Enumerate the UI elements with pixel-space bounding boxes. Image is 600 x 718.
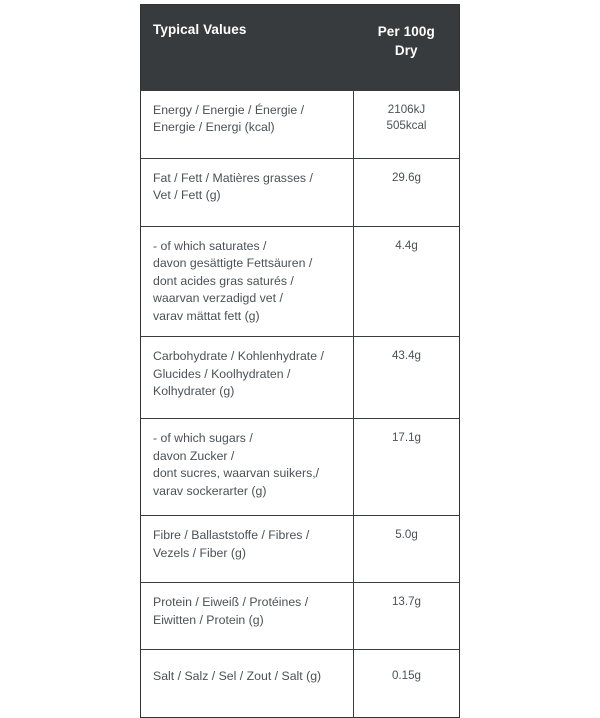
nutrient-value-salt: 0.15g — [353, 649, 460, 718]
nutrient-value-protein: 13.7g — [353, 582, 460, 650]
nutrient-name-line: Carbohydrate / Kohlenhydrate / — [153, 349, 324, 364]
nutrient-name-sugars: - of which sugars / davon Zucker / dont … — [140, 418, 354, 516]
nutrient-name-line: Vet / Fett (g) — [153, 188, 221, 203]
nutrient-value-fibre: 5.0g — [353, 515, 460, 583]
nutrient-name-line: Fat / Fett / Matières grasses / — [153, 171, 313, 185]
table-row: Salt / Salz / Sel / Zout / Salt (g) 0.15… — [140, 649, 460, 718]
nutrient-name-line: davon Zucker / — [153, 448, 235, 463]
nutrient-name-salt: Salt / Salz / Sel / Zout / Salt (g) — [140, 649, 354, 718]
nutrient-name-fat: Fat / Fett / Matières grasses / Vet / Fe… — [140, 158, 354, 227]
nutrient-name-line: Vezels / Fiber (g) — [153, 545, 246, 560]
nutrient-value-energy: 2106kJ 505kcal — [353, 90, 460, 159]
nutrient-name-fibre: Fibre / Ballaststoffe / Fibres / Vezels … — [140, 515, 354, 583]
nutrient-name-saturates: - of which saturates / davon gesättigte … — [140, 225, 354, 337]
nutrient-value-line: 5.0g — [395, 528, 418, 542]
table-row: Fibre / Ballaststoffe / Fibres / Vezels … — [140, 515, 460, 583]
nutrient-value-sugars: 17.1g — [353, 418, 460, 516]
column-header-per-100g-label: Per 100g — [377, 24, 435, 39]
nutrient-name-line: - of which sugars / — [153, 431, 253, 446]
nutrient-value-fat: 29.6g — [353, 158, 460, 227]
nutrient-name-line: Energie / Energi (kcal) — [153, 120, 275, 135]
table-body: Energy / Energie / Énergie / Energie / E… — [140, 90, 460, 718]
table-header: Typical Values Per 100g Dry — [140, 4, 460, 91]
nutrition-information-table: Typical Values Per 100g Dry Energy / Ene… — [140, 4, 460, 718]
nutrient-name-line: davon gesättigte Fettsäuren / — [153, 256, 313, 271]
column-header-dry-label: Dry — [394, 43, 418, 59]
nutrient-value-line: 2106kJ — [387, 103, 426, 116]
nutrient-value-saturates: 4.4g — [353, 225, 460, 337]
nutrient-value-line: 29.6g — [391, 171, 421, 184]
nutrient-name-line: Energy / Energie / Énergie / — [153, 103, 305, 117]
nutrient-name-line: Kolhydrater (g) — [153, 384, 235, 399]
nutrient-name-line: Protein / Eiweiß / Protéines / — [153, 595, 309, 610]
nutrient-name-line: waarvan verzadigd vet / — [153, 291, 283, 306]
nutrient-name-energy: Energy / Energie / Énergie / Energie / E… — [140, 90, 354, 159]
nutrient-name-line: dont sucres, waarvan suikers,/ — [153, 466, 320, 481]
nutrient-name-line: - of which saturates / — [153, 239, 267, 253]
nutrient-value-line: 17.1g — [391, 431, 421, 445]
table-row: - of which sugars / davon Zucker / dont … — [140, 418, 460, 516]
nutrient-name-line: Eiwitten / Protein (g) — [153, 612, 264, 627]
nutrient-value-carbohydrate: 43.4g — [353, 336, 460, 419]
table-header-row: Typical Values Per 100g Dry — [140, 4, 460, 91]
nutrient-name-carbohydrate: Carbohydrate / Kohlenhydrate / Glucides … — [140, 336, 354, 419]
nutrient-value-line: 43.4g — [391, 349, 421, 363]
nutrient-name-line: Salt / Salz / Sel / Zout / Salt (g) — [153, 669, 322, 684]
table-row: Energy / Energie / Énergie / Energie / E… — [140, 90, 460, 159]
nutrient-name-line: dont acides gras saturés / — [153, 273, 294, 288]
column-header-typical-values-label: Typical Values — [153, 22, 247, 37]
nutrient-name-line: Glucides / Koolhydraten / — [153, 366, 291, 381]
nutrient-name-protein: Protein / Eiweiß / Protéines / Eiwitten … — [140, 582, 354, 650]
nutrient-name-line: Fibre / Ballaststoffe / Fibres / — [153, 528, 310, 543]
table-row: Carbohydrate / Kohlenhydrate / Glucides … — [140, 336, 460, 419]
nutrient-name-line: varav mättat fett (g) — [153, 308, 260, 323]
table-row: Protein / Eiweiß / Protéines / Eiwitten … — [140, 582, 460, 650]
nutrition-panel: Typical Values Per 100g Dry Energy / Ene… — [140, 4, 460, 718]
nutrient-name-line: varav sockerarter (g) — [153, 483, 267, 498]
table-row: Fat / Fett / Matières grasses / Vet / Fe… — [140, 158, 460, 227]
nutrient-value-line: 4.4g — [395, 239, 418, 252]
nutrient-value-line: 13.7g — [391, 595, 421, 609]
column-header-per-100g-dry: Per 100g Dry — [353, 4, 460, 91]
column-header-typical-values: Typical Values — [140, 4, 354, 91]
nutrient-value-line: 505kcal — [386, 119, 427, 133]
nutrient-value-line: 0.15g — [391, 669, 421, 683]
table-row: - of which saturates / davon gesättigte … — [140, 225, 460, 337]
